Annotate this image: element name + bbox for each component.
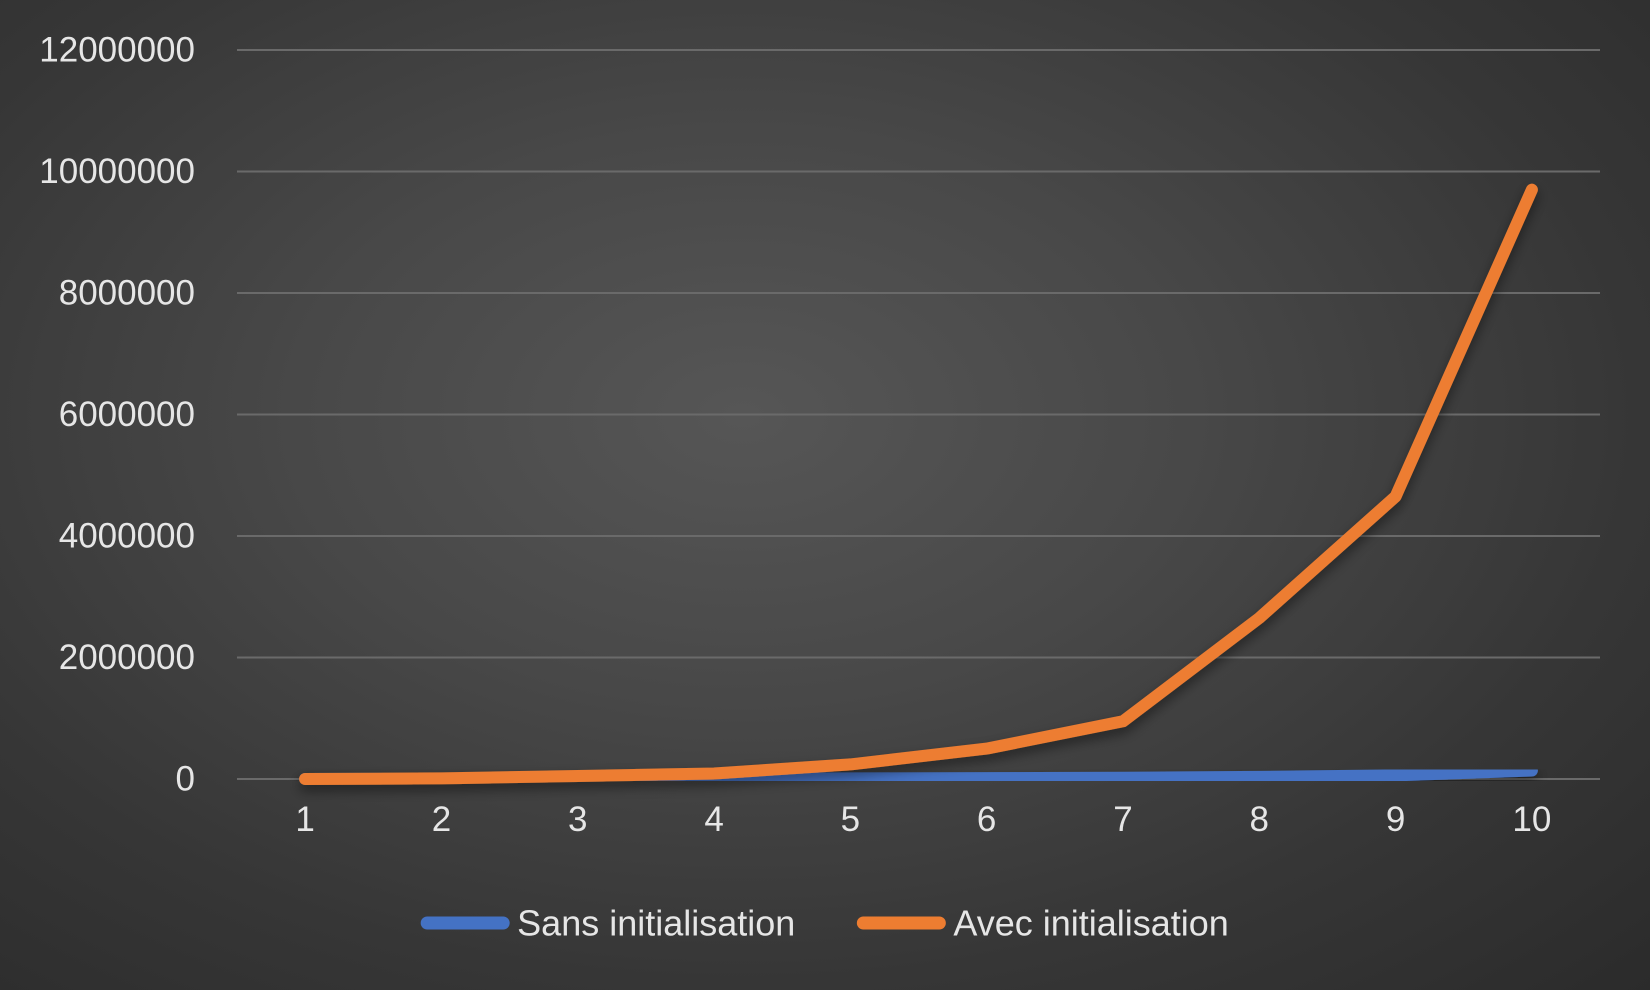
x-tick-label: 1	[295, 800, 314, 839]
x-tick-label: 10	[1512, 800, 1551, 839]
x-axis-tick-labels: 1 2 3 4 5 6 7 8 9 10	[295, 800, 1551, 839]
y-tick-label: 0	[176, 760, 195, 799]
legend-label-1: Sans initialisation	[517, 903, 795, 944]
y-tick-label: 10000000	[39, 152, 195, 191]
y-tick-label: 8000000	[59, 274, 195, 313]
x-tick-label: 3	[568, 800, 587, 839]
x-tick-label: 2	[432, 800, 451, 839]
y-gridlines	[237, 49, 1600, 780]
legend: Sans initialisation Avec initialisation	[420, 903, 1229, 944]
y-tick-label: 2000000	[59, 638, 195, 677]
x-tick-label: 8	[1250, 800, 1269, 839]
series-line-2	[299, 183, 1538, 785]
x-tick-label: 5	[841, 800, 860, 839]
x-tick-label: 9	[1386, 800, 1405, 839]
y-axis-tick-labels: 0 2000000 4000000 6000000 8000000 10000000 120…	[39, 31, 195, 799]
y-tick-label: 12000000	[39, 31, 195, 70]
x-tick-label: 7	[1113, 800, 1132, 839]
y-tick-label: 6000000	[59, 395, 195, 434]
series-lines	[299, 183, 1538, 785]
legend-label-2: Avec initialisation	[953, 903, 1228, 944]
x-tick-label: 6	[977, 800, 996, 839]
x-tick-label: 4	[704, 800, 723, 839]
y-tick-label: 4000000	[59, 517, 195, 556]
